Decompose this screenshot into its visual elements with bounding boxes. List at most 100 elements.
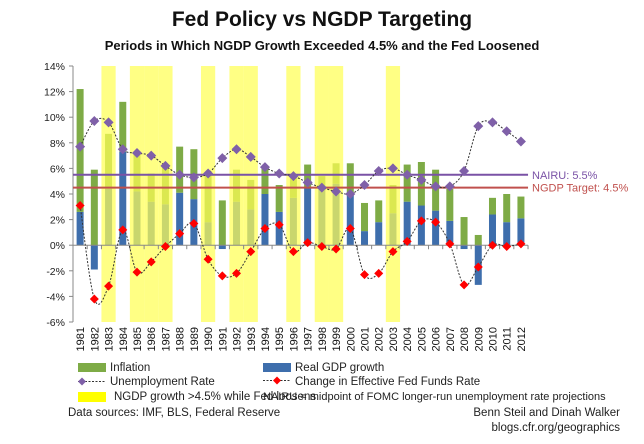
x-tick-label: 2005 — [416, 327, 428, 351]
x-tick-label: 1994 — [260, 327, 272, 351]
x-tick-label: 1992 — [232, 327, 244, 351]
x-tick-label: 1986 — [146, 327, 158, 351]
bar-real-gdp-2006 — [432, 210, 440, 246]
marker-unemployment-2003 — [387, 163, 398, 174]
marker-fed-funds-1996 — [288, 247, 298, 257]
nairu-note: NAIRU = midpoint of FOMC longer-run unem… — [263, 391, 606, 403]
legend-unemployment: Unemployment Rate — [78, 376, 215, 388]
x-tick-label: 1983 — [104, 327, 116, 351]
y-tick-label: 0% — [50, 240, 65, 252]
x-tick-label: 1984 — [118, 327, 130, 351]
marker-fed-funds-2001 — [360, 270, 370, 280]
x-tick-label: 2003 — [388, 327, 400, 351]
marker-fed-funds-2009 — [473, 262, 483, 272]
x-tick-label: 2001 — [360, 327, 372, 351]
shade-band-1993 — [243, 66, 258, 322]
marker-fed-funds-1988 — [175, 229, 185, 239]
marker-unemployment-1998 — [316, 182, 327, 193]
x-tick-label: 1996 — [288, 327, 300, 351]
shade-band-1985 — [129, 66, 145, 322]
bar-inflation-1988 — [176, 146, 184, 193]
x-tick-label: 1987 — [160, 327, 172, 351]
shade-band-1983 — [101, 66, 116, 322]
x-tick-label: 1997 — [303, 327, 315, 351]
diamond-dash-swatch — [78, 377, 106, 386]
marker-fed-funds-1981 — [75, 201, 85, 211]
bar-real-gdp-2001 — [361, 231, 369, 246]
marker-unemployment-2008 — [459, 165, 470, 176]
marker-unemployment-1989 — [188, 172, 199, 183]
bar-real-gdp-2000 — [346, 192, 354, 246]
legend-shading: NGDP growth >4.5% while Fed loosens — [78, 391, 316, 403]
shade-band-2003 — [385, 66, 401, 322]
bar-real-gdp-2004 — [403, 201, 411, 246]
marker-unemployment-1982 — [89, 116, 100, 127]
marker-fed-funds-1989 — [189, 218, 199, 228]
marker-unemployment-1990 — [203, 168, 214, 179]
x-tick-label: 2002 — [374, 327, 386, 351]
bar-inflation-2011 — [503, 194, 511, 223]
marker-fed-funds-1998 — [317, 241, 327, 251]
marker-unemployment-1999 — [331, 186, 342, 197]
y-tick-label: -4% — [46, 291, 65, 303]
x-tick-label: 2009 — [473, 327, 485, 351]
marker-fed-funds-2006 — [431, 217, 441, 227]
x-tick-label: 1998 — [317, 327, 329, 351]
marker-fed-funds-1983 — [104, 281, 114, 291]
bar-real-gdp-1988 — [176, 192, 184, 246]
marker-fed-funds-2011 — [502, 241, 512, 251]
bar-inflation-1997 — [304, 164, 312, 188]
bar-inflation-1994 — [261, 168, 269, 194]
marker-unemployment-2010 — [487, 117, 498, 128]
y-tick-label: 4% — [50, 189, 65, 201]
x-tick-label: 1981 — [75, 327, 87, 351]
marker-fed-funds-2004 — [402, 236, 412, 246]
bar-real-gdp-2012 — [517, 218, 525, 246]
y-tick-label: 12% — [44, 87, 65, 99]
legend-label: Unemployment Rate — [110, 376, 215, 388]
marker-unemployment-2011 — [501, 126, 512, 137]
marker-fed-funds-1985 — [132, 267, 142, 277]
marker-unemployment-2004 — [402, 169, 413, 180]
marker-fed-funds-2007 — [445, 239, 455, 249]
reference-label: NAIRU: 5.5% — [532, 170, 598, 182]
bar-inflation-2007 — [446, 188, 454, 221]
marker-fed-funds-1987 — [160, 241, 170, 251]
data-sources: Data sources: IMF, BLS, Federal Reserve — [68, 407, 281, 419]
marker-fed-funds-1984 — [118, 225, 128, 235]
shade-band-1990 — [200, 66, 216, 322]
bar-inflation-2004 — [403, 164, 411, 202]
y-tick-label: -2% — [46, 266, 65, 278]
marker-unemployment-2002 — [373, 165, 384, 176]
bar-real-gdp-1982 — [90, 245, 98, 270]
site-url: blogs.cfr.org/geographics — [491, 422, 621, 434]
marker-fed-funds-1982 — [89, 294, 99, 304]
marker-fed-funds-1997 — [303, 238, 313, 248]
marker-unemployment-2005 — [416, 174, 427, 185]
x-tick-label: 1989 — [189, 327, 201, 351]
marker-unemployment-1995 — [274, 168, 285, 179]
bar-real-gdp-1997 — [304, 187, 312, 246]
legend-label: Change in Effective Fed Funds Rate — [295, 376, 481, 388]
y-tick-label: 8% — [50, 138, 65, 150]
bar-inflation-1982 — [90, 169, 98, 246]
chart-title: Fed Policy vs NGDP Targeting — [171, 8, 473, 31]
marker-unemployment-1987 — [160, 160, 171, 171]
marker-fed-funds-1992 — [232, 268, 242, 278]
bar-real-gdp-1981 — [76, 211, 84, 246]
y-tick-label: 6% — [50, 163, 65, 175]
bar-real-gdp-2010 — [488, 214, 496, 246]
bar-inflation-1984 — [119, 101, 127, 152]
marker-fed-funds-1995 — [274, 220, 284, 230]
marker-unemployment-1984 — [117, 144, 128, 155]
marker-unemployment-1988 — [174, 169, 185, 180]
marker-fed-funds-1991 — [217, 271, 227, 281]
bar-inflation-2012 — [517, 196, 525, 219]
bar-inflation-2010 — [488, 197, 496, 215]
x-tick-label: 1988 — [175, 327, 187, 351]
shade-band-1987 — [158, 66, 173, 322]
marker-fed-funds-2003 — [388, 247, 398, 257]
red-diamond-dash-swatch — [263, 376, 291, 386]
inflation-swatch — [78, 363, 106, 373]
